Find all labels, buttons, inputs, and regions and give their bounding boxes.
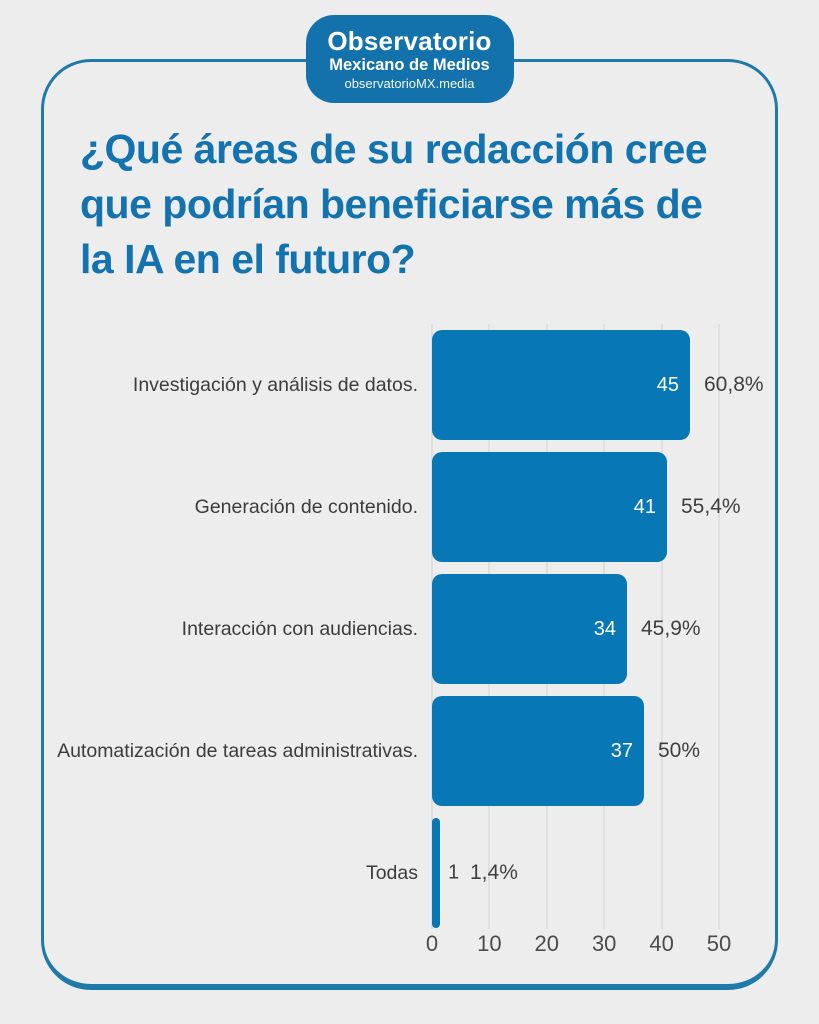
- category-label: Investigación y análisis de datos.: [132, 374, 418, 396]
- bar-percent-label: 45,9%: [641, 617, 701, 640]
- logo-title: Observatorio: [327, 25, 492, 56]
- logo-url: observatorioMX.media: [344, 75, 475, 91]
- bar: 37: [432, 696, 644, 806]
- bar-value-label: 45: [656, 373, 679, 396]
- bar-percent-label: 50%: [658, 739, 701, 762]
- title-line-1: ¿Qué áreas de su redacción cree: [80, 126, 708, 172]
- title-line-3: la IA en el futuro?: [80, 236, 416, 282]
- category-label: Interacción con audiencias.: [181, 618, 418, 640]
- bar: [432, 818, 440, 928]
- bar: 41: [432, 452, 667, 562]
- bar: 45: [432, 330, 690, 440]
- axis-tick-label: 0: [425, 931, 439, 956]
- bar-value-label: 34: [593, 617, 616, 640]
- bar-percent-label: 55,4%: [681, 495, 741, 518]
- logo-badge: Observatorio Mexicano de Medios observat…: [305, 15, 514, 103]
- bar-percent-label: 1,4%: [470, 861, 518, 884]
- category-label: Generación de contenido.: [194, 496, 418, 518]
- logo-subtitle: Mexicano de Medios: [329, 55, 490, 74]
- axis-tick-label: 30: [591, 931, 617, 956]
- bar-value-label: 41: [633, 495, 656, 518]
- category-label: Automatización de tareas administrativas…: [57, 740, 418, 762]
- axis-tick-label: 10: [477, 931, 502, 956]
- bar: 34: [432, 574, 627, 684]
- bar-percent-label: 60,8%: [704, 373, 764, 396]
- axis-tick-label: 40: [649, 931, 674, 956]
- bar-value-label: 37: [610, 739, 633, 762]
- title-line-2: que podrían beneficiarse más de: [80, 181, 703, 227]
- page-title: ¿Qué áreas de su redacción cree que podr…: [80, 122, 770, 287]
- axis-tick-label: 20: [534, 931, 560, 956]
- gridline: [660, 324, 663, 929]
- gridline: [718, 324, 720, 929]
- axis-tick-label: 50: [706, 931, 732, 956]
- bar-value-label: 1: [448, 861, 460, 884]
- category-label: Todas: [365, 862, 418, 884]
